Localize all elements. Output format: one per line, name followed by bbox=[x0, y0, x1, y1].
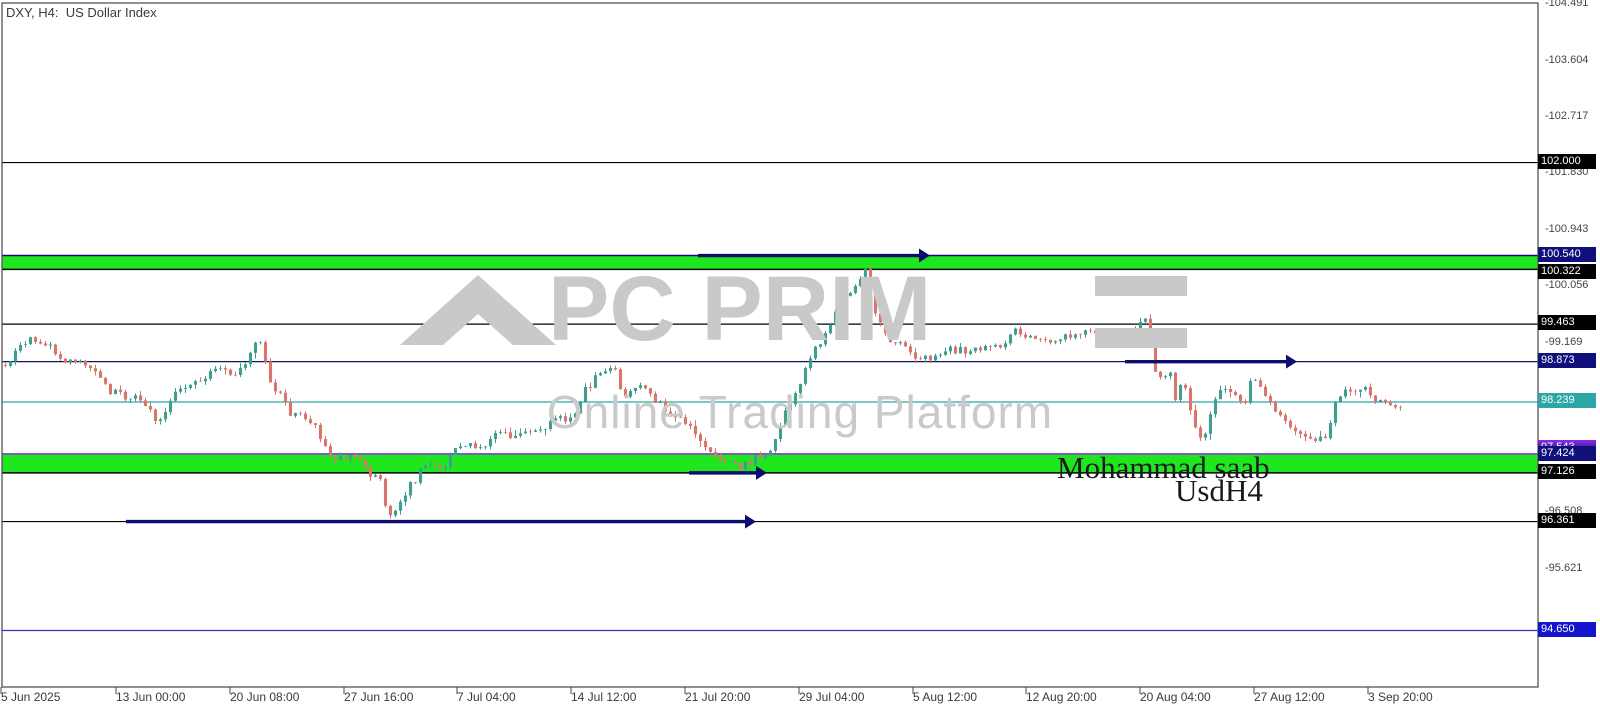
svg-text:Online Trading Platform: Online Trading Platform bbox=[547, 386, 1053, 438]
svg-text:UsdH4: UsdH4 bbox=[1175, 473, 1263, 508]
svg-text:PC PRIM: PC PRIM bbox=[548, 258, 931, 360]
